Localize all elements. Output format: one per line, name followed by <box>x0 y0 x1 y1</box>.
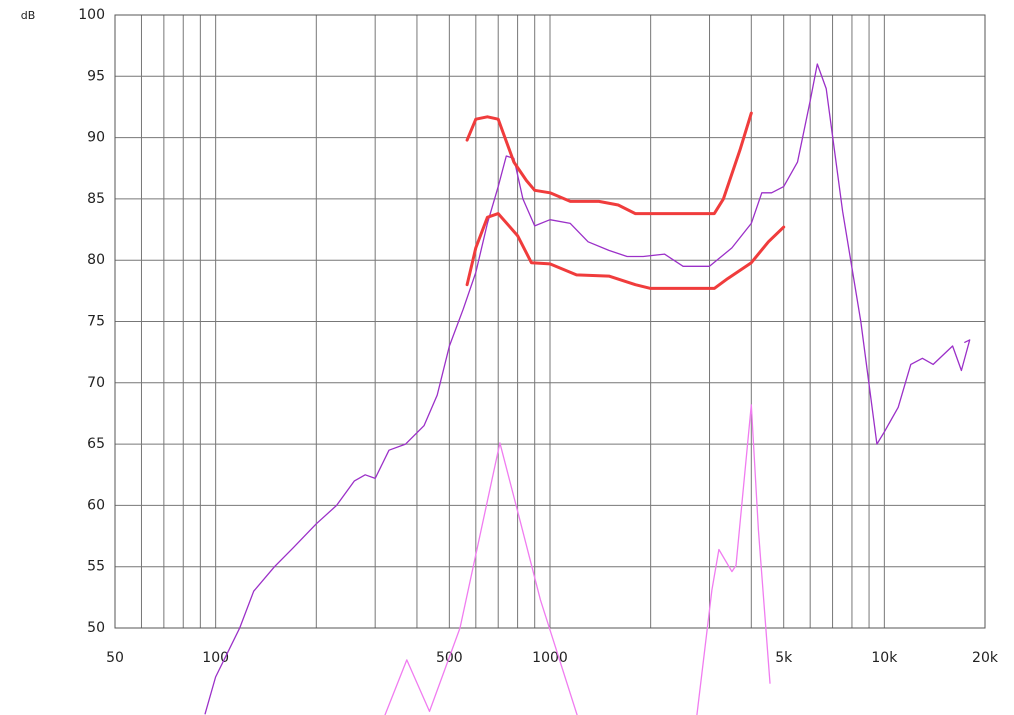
series-line <box>696 404 771 715</box>
x-tick-label: 5k <box>775 650 793 666</box>
series-line <box>384 442 578 715</box>
x-tick-label: 50 <box>106 650 124 666</box>
y-tick-label: 80 <box>87 252 105 268</box>
y-tick-label: 95 <box>87 68 105 84</box>
series-line <box>465 212 786 290</box>
y-tick-label: 85 <box>87 191 105 207</box>
series-line <box>204 63 971 715</box>
series-line <box>465 111 753 216</box>
x-tick-label: 20k <box>972 650 999 666</box>
y-tick-label: 70 <box>87 375 105 391</box>
y-axis-label: dB <box>21 9 36 22</box>
y-tick-label: 50 <box>87 620 105 636</box>
y-tick-label: 75 <box>87 314 105 330</box>
y-tick-label: 60 <box>87 497 105 513</box>
y-tick-label: 55 <box>87 559 105 575</box>
y-tick-label: 65 <box>87 436 105 452</box>
x-tick-label: 1000 <box>532 650 568 666</box>
y-tick-label: 100 <box>78 7 105 23</box>
x-tick-label: 10k <box>871 650 898 666</box>
y-tick-label: 90 <box>87 130 105 146</box>
